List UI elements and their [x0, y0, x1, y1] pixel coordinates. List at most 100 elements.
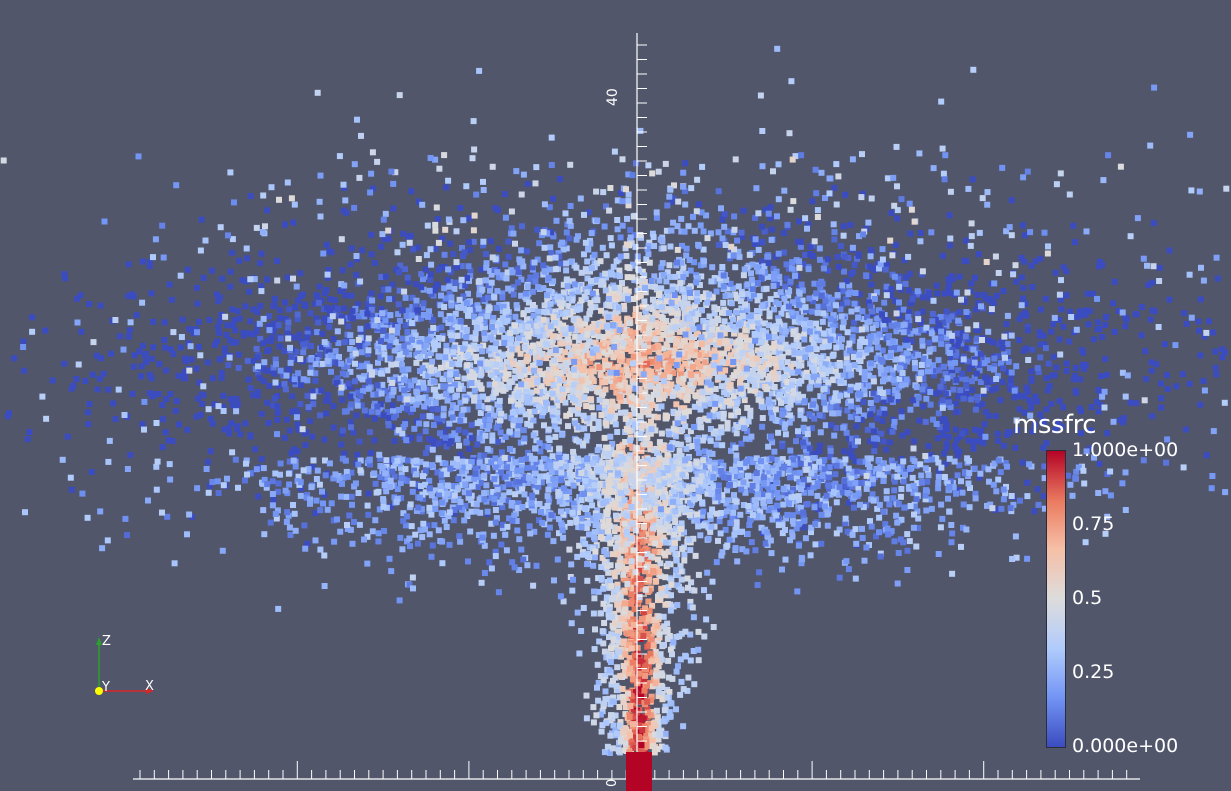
particle	[576, 282, 583, 289]
particle	[292, 334, 299, 341]
particle	[713, 341, 720, 348]
particle	[264, 207, 271, 214]
particle	[464, 362, 471, 369]
particle	[670, 195, 677, 202]
particle	[603, 719, 610, 726]
particle	[584, 275, 591, 282]
particle	[562, 349, 569, 356]
particle	[371, 437, 378, 444]
particle	[595, 321, 602, 328]
particle	[441, 429, 448, 436]
particle	[662, 588, 669, 594]
particle	[275, 322, 282, 329]
particle	[609, 715, 616, 722]
particle	[786, 288, 793, 294]
particle	[627, 619, 634, 626]
particle	[803, 307, 809, 314]
particle	[1042, 345, 1049, 352]
particle	[206, 483, 213, 490]
particle	[787, 412, 794, 419]
particle	[551, 298, 558, 305]
particle	[737, 370, 744, 377]
particle	[639, 727, 646, 733]
particle	[855, 395, 862, 402]
particle	[1018, 274, 1025, 281]
particle	[718, 383, 725, 390]
particle	[706, 313, 713, 320]
particle	[626, 613, 633, 620]
particle	[580, 367, 586, 374]
particle	[759, 423, 766, 430]
particle	[974, 438, 981, 445]
particle	[670, 370, 676, 376]
particle	[216, 356, 223, 363]
particle	[868, 422, 875, 429]
particle	[715, 188, 722, 195]
particle	[567, 203, 574, 209]
particle	[257, 260, 264, 267]
particle	[499, 436, 505, 443]
particle	[1056, 317, 1063, 323]
particle	[699, 367, 706, 374]
particle	[583, 524, 590, 531]
particle	[679, 427, 686, 433]
particle	[545, 288, 552, 295]
particle	[678, 453, 685, 460]
particle	[1037, 341, 1044, 348]
particle	[539, 412, 546, 419]
particle	[869, 407, 876, 414]
particle	[676, 447, 683, 454]
particle	[601, 559, 608, 566]
particle	[752, 387, 759, 394]
particle	[522, 411, 529, 418]
particle	[859, 190, 866, 197]
particle	[667, 607, 674, 614]
particle	[839, 372, 846, 379]
particle	[680, 375, 687, 382]
particle	[355, 389, 361, 396]
particle	[695, 646, 702, 653]
particle	[925, 443, 932, 450]
particle	[551, 423, 558, 430]
particle	[647, 650, 654, 657]
particle	[867, 346, 874, 353]
particle	[614, 730, 620, 737]
particle	[554, 402, 561, 409]
particle	[404, 405, 410, 412]
particle	[529, 343, 536, 349]
particle	[718, 424, 725, 431]
particle	[508, 287, 515, 294]
particle	[884, 388, 891, 395]
particle	[775, 315, 782, 322]
particle	[629, 525, 636, 532]
particle	[339, 396, 346, 403]
particle	[608, 446, 615, 453]
particle	[514, 408, 520, 415]
particle	[614, 352, 621, 359]
particle	[701, 633, 708, 640]
particle	[1096, 460, 1103, 467]
particle	[628, 401, 635, 408]
particle	[611, 524, 618, 531]
particle	[177, 344, 184, 351]
particle	[575, 233, 581, 240]
particle	[614, 581, 621, 588]
particle	[887, 293, 894, 299]
particle	[703, 320, 710, 326]
particle	[637, 446, 644, 453]
particle	[622, 747, 629, 754]
particle	[1007, 386, 1014, 393]
particle	[780, 305, 787, 312]
particle	[894, 393, 901, 400]
particle	[1183, 320, 1190, 327]
particle	[360, 340, 367, 347]
particle	[440, 405, 447, 412]
particle	[233, 396, 240, 402]
particle	[850, 350, 857, 357]
particle	[806, 295, 813, 302]
particle	[513, 302, 520, 309]
particle	[1040, 493, 1047, 500]
particle	[896, 299, 902, 306]
particle	[594, 260, 600, 267]
